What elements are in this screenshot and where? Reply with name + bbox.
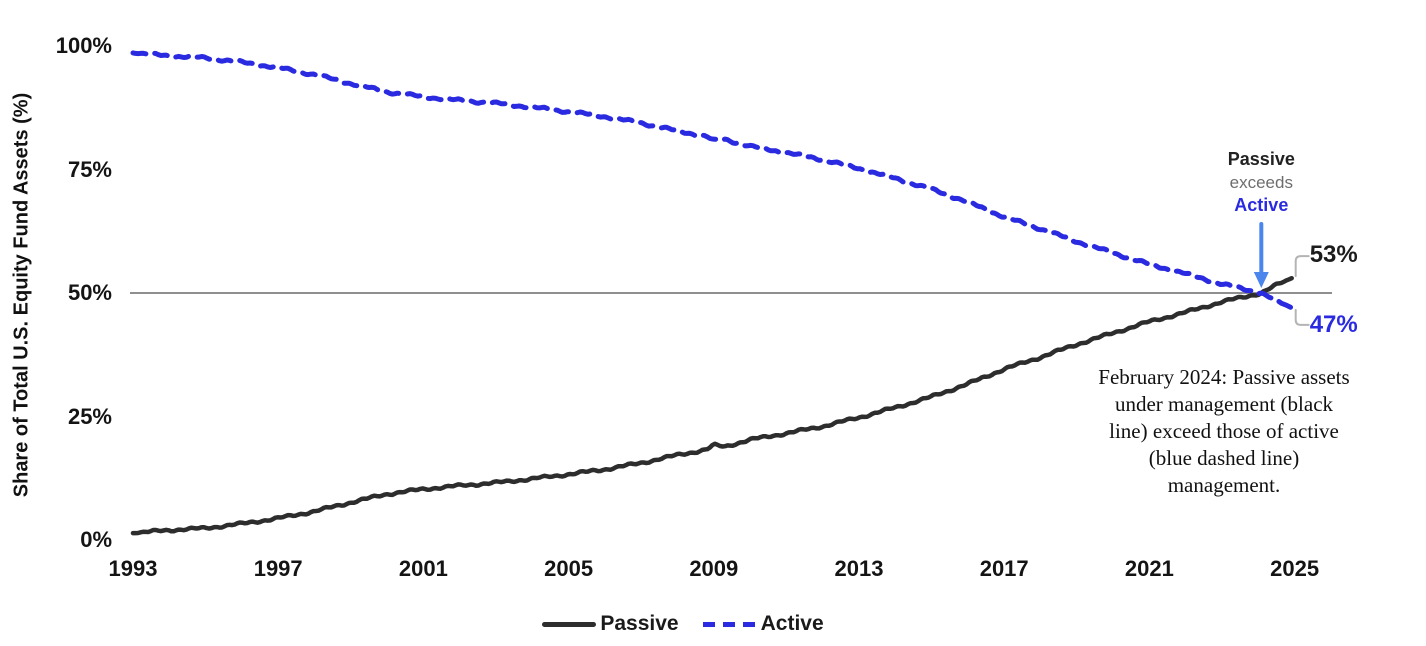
legend: Passive Active [0, 612, 1396, 636]
legend-label-active: Active [760, 612, 824, 635]
x-tick-label: 2021 [1124, 556, 1174, 581]
x-tick-label: 2017 [979, 556, 1029, 581]
passive-line [130, 275, 1294, 536]
active-end-value-label: 47% [1309, 310, 1358, 338]
y-tick-label: 75% [67, 156, 112, 182]
note-line: February 2024: Passive assets [1098, 365, 1350, 389]
active-label-leader [1294, 308, 1310, 326]
active-dashed-swatch-icon [702, 621, 757, 627]
y-tick-label: 0% [80, 527, 112, 552]
legend-item-passive: Passive [542, 612, 679, 636]
passive-label-leader [1294, 255, 1310, 278]
note-annotation: February 2024: Passive assets under mana… [1062, 364, 1386, 499]
active-line [130, 50, 1295, 311]
crossover-annotation: Passive exceeds Active [1191, 148, 1331, 217]
passive-line-swatch-icon [542, 621, 597, 627]
x-tick-label: 2013 [834, 556, 884, 581]
crossover-annotation-active: Active [1234, 195, 1289, 215]
x-tick-label: 2025 [1270, 556, 1320, 581]
legend-item-active: Active [702, 612, 824, 636]
x-tick-label: 1997 [253, 556, 303, 581]
x-tick-label: 2001 [398, 556, 448, 581]
crossover-annotation-exceeds: exceeds [1229, 173, 1293, 192]
crossover-annotation-passive: Passive [1227, 149, 1295, 169]
note-line: line) exceed those of active [1109, 419, 1339, 443]
legend-label-passive: Passive [600, 612, 679, 635]
note-line: under management (black [1114, 392, 1334, 416]
passive-end-value-label: 53% [1309, 241, 1358, 269]
x-tick-label: 2009 [689, 556, 739, 581]
note-line: management. [1167, 473, 1281, 497]
y-tick-label: 50% [67, 280, 112, 305]
y-tick-label: 25% [67, 403, 112, 429]
note-line: (blue dashed line) [1148, 446, 1300, 470]
x-tick-label: 2005 [544, 556, 594, 581]
y-tick-label: 100% [55, 33, 112, 58]
x-tick-label: 1993 [108, 556, 158, 581]
crossover-arrowhead-icon [1253, 272, 1269, 288]
